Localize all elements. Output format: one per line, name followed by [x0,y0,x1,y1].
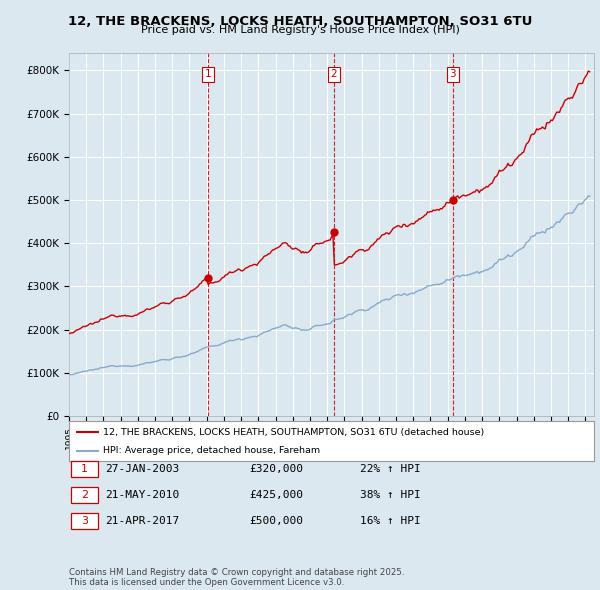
Text: 1: 1 [205,70,211,80]
Text: 22% ↑ HPI: 22% ↑ HPI [360,464,421,474]
Text: HPI: Average price, detached house, Fareham: HPI: Average price, detached house, Fare… [103,446,320,455]
Text: Price paid vs. HM Land Registry's House Price Index (HPI): Price paid vs. HM Land Registry's House … [140,25,460,35]
Text: 1: 1 [81,464,88,474]
Text: £425,000: £425,000 [249,490,303,500]
Text: 2: 2 [81,490,88,500]
Text: 2: 2 [331,70,337,80]
Text: 12, THE BRACKENS, LOCKS HEATH, SOUTHAMPTON, SO31 6TU: 12, THE BRACKENS, LOCKS HEATH, SOUTHAMPT… [68,15,532,28]
Text: 27-JAN-2003: 27-JAN-2003 [105,464,179,474]
Text: 16% ↑ HPI: 16% ↑ HPI [360,516,421,526]
Text: 12, THE BRACKENS, LOCKS HEATH, SOUTHAMPTON, SO31 6TU (detached house): 12, THE BRACKENS, LOCKS HEATH, SOUTHAMPT… [103,428,484,437]
Text: £320,000: £320,000 [249,464,303,474]
Text: 21-MAY-2010: 21-MAY-2010 [105,490,179,500]
Text: Contains HM Land Registry data © Crown copyright and database right 2025.
This d: Contains HM Land Registry data © Crown c… [69,568,404,587]
Text: 3: 3 [449,70,456,80]
Text: 38% ↑ HPI: 38% ↑ HPI [360,490,421,500]
Text: £500,000: £500,000 [249,516,303,526]
Text: 3: 3 [81,516,88,526]
Text: 21-APR-2017: 21-APR-2017 [105,516,179,526]
